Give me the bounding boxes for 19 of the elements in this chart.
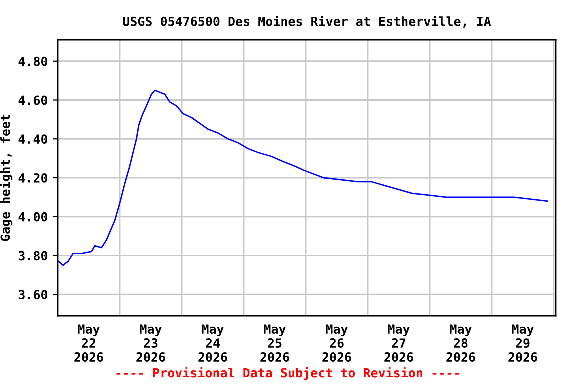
y-tick-label: 3.80: [18, 251, 48, 261]
x-tick-label: May 24 2026: [198, 324, 228, 362]
x-tick-label: May 23 2026: [136, 324, 166, 362]
y-tick-label: 4.00: [18, 212, 48, 222]
y-tick-label: 4.80: [18, 56, 48, 66]
chart-title: USGS 05476500 Des Moines River at Estherville, IA: [123, 16, 492, 28]
text: ---- Provisional Data Subject to Revision ----: [116, 367, 460, 380]
x-tick-label: May 25 2026: [260, 324, 290, 362]
x-tick-label: May 28 2026: [446, 324, 476, 362]
y-tick-label: 3.60: [18, 290, 48, 300]
x-tick-label: May 26 2026: [322, 324, 352, 362]
y-tick-label: 4.20: [18, 173, 48, 183]
x-tick-label: May 29 2026: [508, 324, 538, 362]
y-tick-label: 4.60: [18, 96, 48, 106]
line-series: [58, 90, 548, 266]
x-tick-label: May 22 2026: [74, 324, 104, 362]
x-tick-label: May 27 2026: [384, 324, 414, 362]
y-axis-title: Gage height, feet: [0, 115, 13, 242]
y-tick-label: 4.40: [18, 134, 48, 144]
